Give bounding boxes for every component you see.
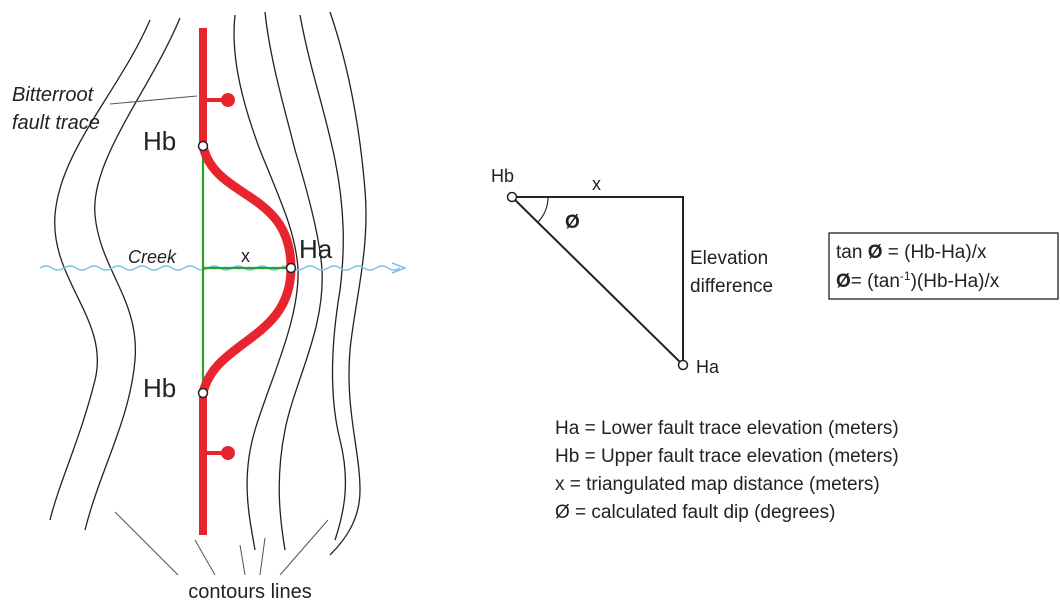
triangle-shape (509, 196, 684, 368)
formula-line: Ø= (tan-1)(Hb-Ha)/x (836, 269, 1000, 292)
legend-line: Ø = calculated fault dip (degrees) (555, 502, 835, 523)
point-label: Hb (143, 373, 176, 403)
contour-line (299, 14, 347, 541)
point-label: Ha (696, 357, 720, 377)
formula-part: Ø (868, 242, 883, 263)
fault-ball (221, 446, 235, 460)
contour-line (233, 14, 299, 551)
side-label: Elevation (690, 248, 768, 269)
formula-part: Ø (836, 271, 851, 292)
creek-arrow (391, 262, 408, 274)
formula-part: )(Hb-Ha)/x (911, 271, 1000, 292)
formula-box (828, 232, 1059, 300)
fault-label: Bitterroot (12, 84, 95, 106)
angle-arc (536, 196, 549, 224)
leader-line (109, 95, 198, 105)
legend-line: Hb = Upper fault trace elevation (meters… (555, 446, 899, 467)
formula-part: tan (836, 242, 868, 263)
contours-label: contours lines (188, 581, 311, 603)
distance-label: x (592, 174, 601, 194)
contour-leaders (114, 511, 329, 576)
fault-ball (221, 93, 235, 107)
contours (49, 11, 367, 556)
triangle (506, 191, 689, 371)
point (677, 359, 689, 371)
point (285, 262, 297, 274)
legend-line: Ha = Lower fault trace elevation (meters… (555, 418, 899, 439)
legend-line: x = triangulated map distance (meters) (555, 474, 880, 495)
leader-line (114, 511, 179, 576)
fault (198, 28, 296, 535)
formula-part: -1 (900, 269, 911, 283)
leader-line (279, 519, 329, 576)
formula-line: tan Ø = (Hb-Ha)/x (836, 242, 987, 263)
leader-line (259, 537, 266, 576)
points (197, 140, 297, 399)
formula-part: = (Hb-Ha)/x (882, 242, 986, 263)
point-label: Hb (491, 166, 514, 186)
leader-line (194, 539, 216, 576)
contour-line (329, 11, 367, 556)
contour-line (84, 17, 181, 531)
side-label: difference (690, 276, 773, 297)
point (197, 140, 209, 152)
triangulation (201, 146, 291, 393)
distance-label: x (241, 246, 250, 266)
leader-line (239, 544, 246, 576)
formula-part: = (tan (851, 271, 900, 292)
point-label: Hb (143, 126, 176, 156)
point-label: Ha (299, 234, 333, 264)
creek-label: Creek (128, 247, 177, 267)
point (197, 387, 209, 399)
angle-label: Ø (565, 212, 580, 233)
contour-line (49, 19, 151, 521)
fault-label: fault trace (12, 112, 100, 134)
point (506, 191, 518, 203)
